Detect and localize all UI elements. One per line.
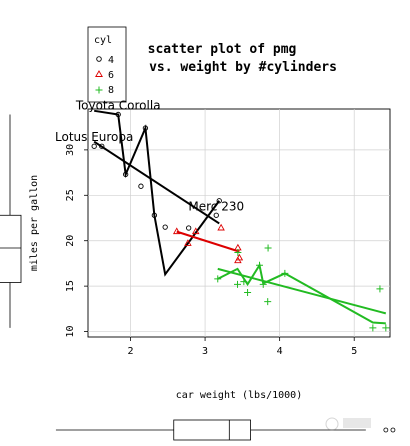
box [173,419,251,441]
data-points [91,111,390,332]
x-tick-label: 4 [277,346,283,357]
point-cyl-4 [99,143,105,149]
legend-marker-circle [96,56,102,62]
point-cyl-4 [142,125,149,131]
y-tick-label: 15 [65,280,76,292]
point-cyl-4 [115,111,121,118]
chart-title-line-2: vs. weight by #cylinders [149,60,337,75]
weight-marginal-boxplot [55,419,396,441]
point-cyl-8 [234,280,242,288]
point-cyl-8 [240,278,248,286]
legend-title: cyl [94,35,112,46]
watermark-text-block [343,418,371,428]
x-axis-title: car weight (lbs/1000) [176,390,302,401]
legend-item-8: 8 [95,85,114,96]
x-tick-label: 5 [351,346,357,357]
point-cyl-8 [264,244,272,252]
point-cyl-4 [91,143,97,149]
point-cyl-4 [162,224,168,230]
y-tick-label: 25 [65,189,76,201]
legend-label-8: 8 [108,85,114,96]
y-tick-label: 20 [65,235,76,247]
legend-item-4: 4 [96,55,114,66]
point-cyl-6 [217,223,225,231]
y-axis: 10 15 20 25 30 [65,144,88,338]
mpg-marginal-boxplot [0,114,22,328]
grid-lines [88,109,390,337]
legend-marker-plus [95,86,103,94]
x-tick-label: 3 [202,346,208,357]
fit-line-cyl-4 [93,140,220,225]
watermark [325,417,371,431]
point-annotation-label: Toyota Corolla [75,98,161,112]
point-cyl-6 [235,253,244,261]
y-tick-label: 30 [65,144,76,156]
box [0,214,22,283]
smooth-line-cyl-8 [217,262,386,325]
point-cyl-4 [138,183,144,189]
legend-marker-triangle [95,70,103,77]
point-cyl-8 [244,288,252,296]
point-cyl-6 [184,239,192,246]
y-axis-title: miles per gallon [29,175,40,271]
outlier-point [383,427,389,433]
point-cyl-4 [213,212,219,218]
point-cyl-6 [172,227,181,235]
point-cyl-8 [214,275,222,283]
point-cyl-8 [369,324,377,332]
point-annotation-label: Lotus Europa [55,130,133,144]
point-cyl-4 [123,171,129,178]
point-annotations: Toyota Corolla Lotus Europa Merc 230 [55,98,244,213]
point-cyl-4 [186,225,192,231]
outlier-point [390,427,396,433]
x-axis: 2 3 4 5 [127,337,357,357]
watermark-icon [325,417,339,431]
point-cyl-8 [234,249,242,257]
point-cyl-8 [281,269,289,277]
legend-label-4: 4 [108,55,114,66]
point-cyl-8 [382,324,390,332]
x-tick-label: 2 [127,346,133,357]
fit-lines [93,109,387,325]
fit-line-cyl-6 [176,230,240,253]
point-cyl-8 [259,280,267,288]
y-tick-label: 10 [65,326,76,338]
fit-line-cyl-8 [217,267,387,315]
point-cyl-8 [264,298,272,306]
point-cyl-6 [191,227,200,235]
legend-item-6: 6 [95,70,114,81]
point-cyl-4 [151,212,158,218]
legend-label-6: 6 [108,70,114,81]
point-cyl-4 [216,198,222,204]
point-cyl-8 [256,261,264,269]
chart-title-line-1: scatter plot of pmg [148,42,297,57]
point-annotation-label: Merc 230 [188,199,244,213]
smooth-line-cyl-4 [94,109,221,277]
plot-frame [87,108,391,338]
legend-box [87,26,127,103]
point-cyl-8 [376,285,384,293]
plot-area: 2 3 4 5 10 15 20 25 30 Toyota Corolla Lotus Euro… [55,98,391,357]
